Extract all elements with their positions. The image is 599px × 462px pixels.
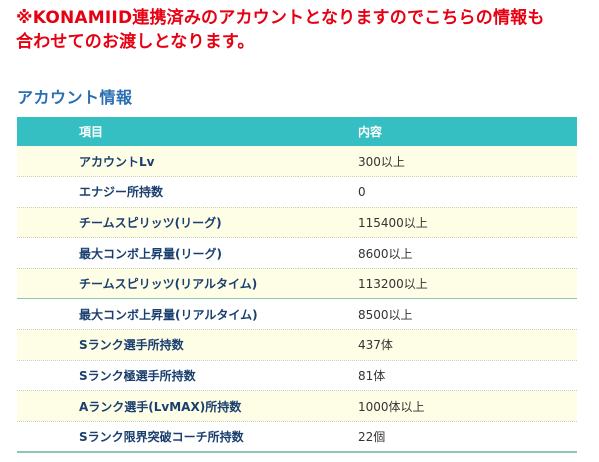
table-row: アカウントLv 300以上 — [17, 146, 577, 177]
table-row: チームスピリッツ(リアルタイム) 113200以上 — [17, 268, 577, 299]
header-content: 内容 — [358, 125, 383, 139]
table-row: 最大コンボ上昇量(リーグ) 8600以上 — [17, 237, 577, 269]
section-title: アカウント情報 — [17, 88, 133, 107]
row-value: 22個 — [358, 430, 386, 445]
row-item: 最大コンボ上昇量(リーグ) — [79, 246, 222, 261]
notice-line-1: ※KONAMIID連携済みのアカウントとなりますのでこちらの情報も — [16, 8, 545, 28]
header-item: 項目 — [79, 125, 104, 139]
row-item: Aランク選手(LvMAX)所持数 — [79, 399, 242, 414]
table-row: 最大コンボ上昇量(リアルタイム) 8500以上 — [17, 298, 577, 330]
notice-text: ※KONAMIID連携済みのアカウントとなりますのでこちらの情報も 合わせてのお… — [16, 6, 591, 54]
row-item: 最大コンボ上昇量(リアルタイム) — [79, 307, 258, 322]
account-info-table: 項目 内容 アカウントLv 300以上 エナジー所持数 0 チームスピリッツ(リ… — [17, 117, 577, 452]
row-item: チームスピリッツ(リーグ) — [79, 215, 222, 230]
table-header-row: 項目 内容 — [17, 117, 577, 146]
row-item: Sランク極選手所持数 — [79, 368, 196, 383]
table-bottom-rule — [17, 451, 577, 453]
row-item: Sランク限界突破コーチ所持数 — [79, 430, 244, 445]
row-item: チームスピリッツ(リアルタイム) — [79, 277, 258, 292]
table-row: チームスピリッツ(リーグ) 115400以上 — [17, 207, 577, 238]
notice-line-2: 合わせてのお渡しとなります。 — [16, 32, 255, 52]
row-value: 81体 — [358, 368, 386, 383]
row-item: エナジー所持数 — [79, 185, 164, 200]
row-value: 437体 — [358, 338, 393, 353]
row-value: 8600以上 — [358, 246, 413, 261]
row-value: 0 — [358, 184, 366, 199]
row-value: 1000体以上 — [358, 399, 425, 414]
table-row: Sランク限界突破コーチ所持数 22個 — [17, 421, 577, 452]
row-value: 115400以上 — [358, 215, 428, 230]
row-value: 8500以上 — [358, 307, 413, 322]
table-row: Sランク選手所持数 437体 — [17, 329, 577, 361]
row-item: アカウントLv — [79, 154, 155, 169]
row-item: Sランク選手所持数 — [79, 338, 184, 353]
table-row: Aランク選手(LvMAX)所持数 1000体以上 — [17, 390, 577, 422]
row-value: 113200以上 — [358, 277, 428, 292]
table-row: エナジー所持数 0 — [17, 176, 577, 208]
table-row: Sランク極選手所持数 81体 — [17, 360, 577, 391]
row-value: 300以上 — [358, 154, 405, 169]
